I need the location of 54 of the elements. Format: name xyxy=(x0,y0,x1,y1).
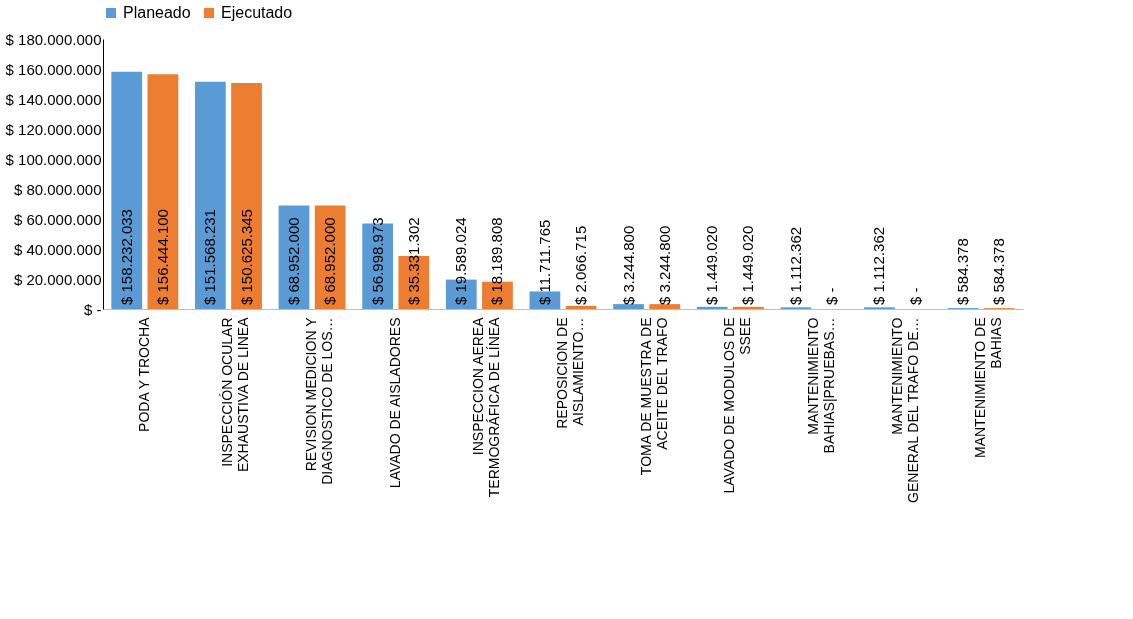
bar xyxy=(613,304,644,309)
bar xyxy=(649,304,681,309)
x-tick-label: REPOSICION DE AISLAMIENTO… xyxy=(554,317,586,429)
data-label: $ 11.711.765 xyxy=(535,219,553,305)
bar xyxy=(565,305,597,309)
legend-label: Planeado xyxy=(123,4,191,21)
data-label: $ 150.625.345 xyxy=(237,209,255,305)
data-label: $ 158.232.033 xyxy=(117,209,135,305)
y-tick-label: $ - xyxy=(83,300,102,318)
data-label: $ 3.244.800 xyxy=(619,225,637,305)
bar xyxy=(147,74,179,309)
data-label: $ 2.066.715 xyxy=(572,225,590,305)
data-label: $ 156.444.100 xyxy=(153,209,171,305)
bar xyxy=(732,306,764,309)
y-tick-label: $ 60.000.000 xyxy=(13,210,102,228)
y-tick-label: $ 100.000.000 xyxy=(5,150,102,168)
data-label: $ 35.331.302 xyxy=(404,217,422,305)
y-tick-label: $ 180.000.000 xyxy=(5,30,102,48)
x-tick-label: INSPECCION AEREA TERMOGRÁFICA DE LÍNEA xyxy=(470,316,503,498)
y-tick-label: $ 160.000.000 xyxy=(5,60,102,78)
data-label: $ 19.589.024 xyxy=(452,217,470,305)
legend-label: Ejecutado xyxy=(221,4,293,21)
data-label: $ 56.998.973 xyxy=(368,217,386,305)
x-tick-label: REVISION MEDICION Y DIAGNOSTICO DE LOS… xyxy=(303,316,336,485)
x-tick-label: MANTENIMIENTO DE BAHIAS xyxy=(972,317,1005,459)
data-label: $ 1.449.020 xyxy=(739,225,757,305)
y-tick-label: $ 20.000.000 xyxy=(13,270,102,288)
y-tick-label: $ 120.000.000 xyxy=(5,120,102,138)
data-label: $ - xyxy=(906,287,924,305)
data-label: $ 1.112.362 xyxy=(870,226,888,305)
data-label: $ 584.378 xyxy=(954,238,972,305)
data-label: $ 3.244.800 xyxy=(655,225,673,305)
data-label: $ 584.378 xyxy=(990,238,1008,305)
y-tick-label: $ 140.000.000 xyxy=(5,90,102,108)
data-label: $ 1.112.362 xyxy=(786,226,804,305)
data-label: $ - xyxy=(822,287,840,305)
bar xyxy=(231,83,262,309)
y-tick-label: $ 40.000.000 xyxy=(13,240,102,258)
x-tick-label: TOMA DE MUESTRA DE ACEITE DEL TRAFO xyxy=(637,317,670,476)
data-label: $ 1.449.020 xyxy=(703,225,721,305)
x-tick-label: PODA Y TROCHA xyxy=(135,316,152,432)
data-label: $ 151.568.231 xyxy=(201,209,219,305)
x-tick-label: MANTENIMIENTO BAHIAS|PRUEBAS… xyxy=(804,317,837,454)
bar xyxy=(195,81,226,309)
bar xyxy=(111,71,143,309)
x-tick-label: LAVADO DE MODULOS DE SSEE xyxy=(721,317,754,494)
data-label: $ 68.952.000 xyxy=(285,217,303,305)
y-tick-label: $ 80.000.000 xyxy=(13,180,102,198)
bar xyxy=(696,306,728,309)
data-label: $ 68.952.000 xyxy=(321,217,339,305)
x-tick-label: LAVADO DE AISLADORES xyxy=(386,317,403,489)
x-tick-label: INSPECCIÓN OCULAR EXHAUSTIVA DE LINEA xyxy=(219,316,252,473)
x-tick-label: MANTENIMIENTO GENERAL DEL TRAFO DE… xyxy=(888,317,921,503)
data-label: $ 18.189.808 xyxy=(488,217,506,305)
